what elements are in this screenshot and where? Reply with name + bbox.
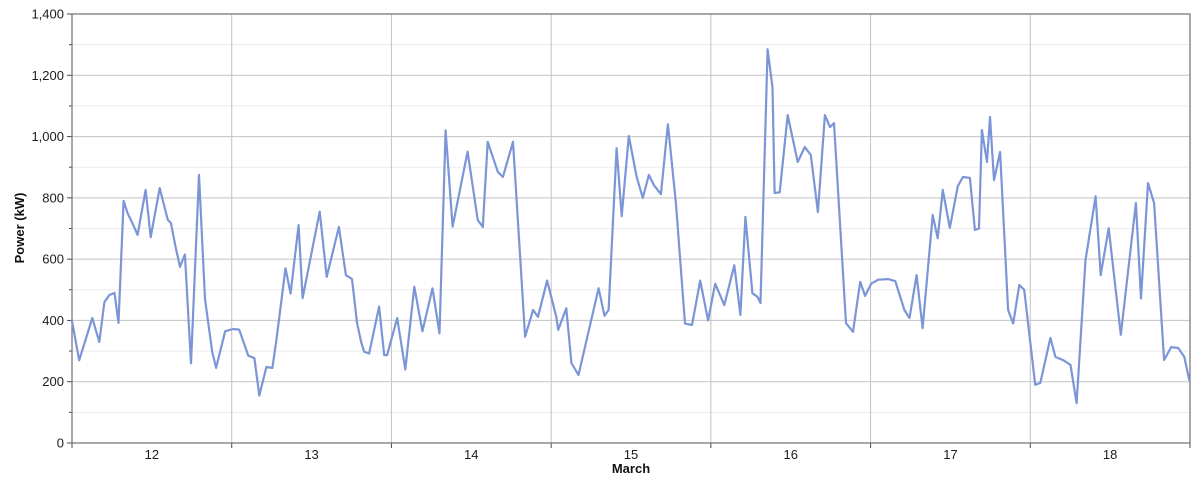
y-axis-title: Power (kW) xyxy=(12,193,27,264)
x-tick-label: 14 xyxy=(464,447,478,462)
y-tick-label: 400 xyxy=(42,313,64,328)
y-tick-label: 1,200 xyxy=(31,68,64,83)
y-tick-label: 0 xyxy=(57,436,64,451)
y-tick-label: 800 xyxy=(42,190,64,205)
x-tick-label: 12 xyxy=(145,447,159,462)
series-line-power xyxy=(70,48,1191,405)
y-tick-label: 1,400 xyxy=(31,7,64,22)
x-tick-label: 17 xyxy=(943,447,957,462)
y-tick-label: 1,000 xyxy=(31,129,64,144)
x-tick-label: 13 xyxy=(304,447,318,462)
y-tick-label: 200 xyxy=(42,374,64,389)
y-tick-label: 600 xyxy=(42,252,64,267)
x-tick-label: 16 xyxy=(783,447,797,462)
plot-border xyxy=(71,13,1191,444)
x-axis-title: March xyxy=(612,461,650,476)
x-tick-label: 15 xyxy=(624,447,638,462)
x-tick-label: 18 xyxy=(1103,447,1117,462)
chart-render-layer: 0 200 400 600 800 1,000 1,200 1,400 12 13 14 15 16 17… xyxy=(31,7,1191,462)
